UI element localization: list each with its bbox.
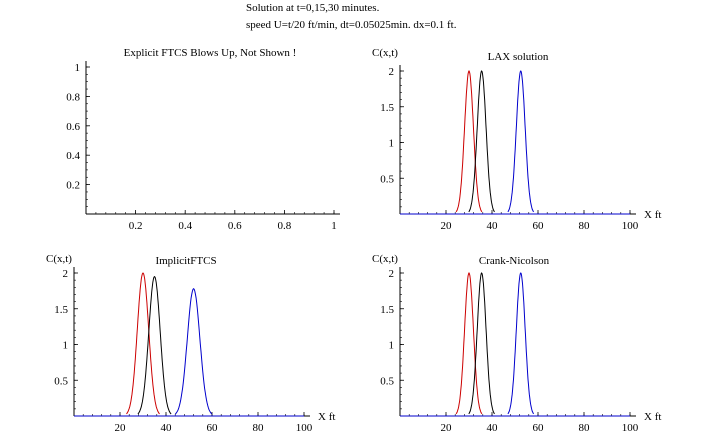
y-axis-label: C(x,t) (372, 47, 398, 59)
x-axis-label: X ft (318, 411, 335, 423)
chart-panel-4: 20 40 60 80 100 0.5 1 1.5 2 Crank-Nicolson C(x,t) X… (372, 253, 661, 434)
y-tick-label: 1 (389, 138, 395, 150)
x-tick-label: 40 (161, 422, 173, 434)
x-tick-label: 40 (487, 220, 499, 232)
x-tick-label: 0.8 (278, 220, 292, 232)
x-tick-label: 0.2 (129, 220, 143, 232)
y-tick-label: 0.5 (380, 173, 394, 185)
x-tick-label: 80 (579, 422, 591, 434)
series-line-3 (174, 287, 213, 415)
chart-title: Crank-Nicolson (479, 255, 550, 267)
y-tick-label: 0.5 (380, 375, 394, 387)
x-axis-label: X ft (644, 411, 661, 423)
header-line-1: Solution at t=0,15,30 minutes. (246, 2, 380, 14)
x-tick-label: 100 (622, 220, 639, 232)
chart-panel-2: 20 40 60 80 100 0.5 1 1.5 2 LAX solution C(x,t) X f… (372, 47, 661, 232)
series-line-1 (455, 69, 483, 213)
header-line-2: speed U=t/20 ft/min, dt=0.05025min. dx=0… (246, 19, 457, 31)
x-tick-label: 40 (487, 422, 499, 434)
figure-header: Solution at t=0,15,30 minutes. speed U=t… (246, 0, 457, 34)
series-line-1 (455, 271, 483, 415)
x-tick-label: 20 (115, 422, 127, 434)
series-line-3 (507, 70, 535, 213)
y-tick-label: 0.4 (66, 150, 80, 162)
chart-title: LAX solution (488, 51, 549, 63)
x-tick-label: 100 (622, 422, 639, 434)
y-tick-label: 2 (389, 268, 395, 280)
y-tick-label: 2 (389, 66, 395, 78)
x-tick-label: 0.6 (228, 220, 242, 232)
x-tick-label: 100 (296, 422, 313, 434)
x-tick-label: 0.4 (178, 220, 192, 232)
y-tick-label: 1 (63, 340, 69, 352)
y-tick-label: 0.6 (66, 121, 80, 133)
chart-title: ImplicitFTCS (155, 255, 216, 267)
series-line-2 (137, 275, 172, 415)
y-tick-label: 0.2 (66, 180, 80, 192)
y-tick-label: 1 (75, 62, 81, 74)
chart-panel-3: 20 40 60 80 100 0.5 1 1.5 2 ImplicitFTCS C(x,t) X f… (46, 253, 335, 434)
y-tick-label: 1.5 (380, 304, 394, 316)
y-tick-label: 2 (63, 268, 69, 280)
y-tick-label: 1.5 (380, 102, 394, 114)
chart-title: Explicit FTCS Blows Up, Not Shown ! (124, 47, 297, 59)
x-tick-label: 1 (331, 220, 337, 232)
x-tick-label: 20 (441, 220, 453, 232)
y-tick-label: 1.5 (54, 304, 68, 316)
y-tick-label: 0.5 (54, 375, 68, 387)
x-tick-label: 80 (579, 220, 591, 232)
series-line-1 (126, 272, 160, 415)
x-tick-label: 60 (533, 422, 545, 434)
x-tick-label: 60 (533, 220, 545, 232)
x-tick-label: 80 (253, 422, 265, 434)
series-line-2 (468, 272, 495, 415)
y-axis-label: C(x,t) (372, 253, 398, 265)
series-line-2 (468, 70, 495, 213)
y-axis-label: C(x,t) (46, 253, 72, 265)
y-tick-label: 0.8 (66, 91, 80, 103)
x-axis-label: X ft (644, 209, 661, 221)
series-line-3 (507, 272, 535, 415)
chart-panel-1: 0.2 0.4 0.6 0.8 1 0.2 0.4 0.6 0.8 1 Explicit FTCS … (66, 47, 340, 232)
x-tick-label: 60 (207, 422, 219, 434)
y-tick-label: 1 (389, 340, 395, 352)
x-tick-label: 20 (441, 422, 453, 434)
